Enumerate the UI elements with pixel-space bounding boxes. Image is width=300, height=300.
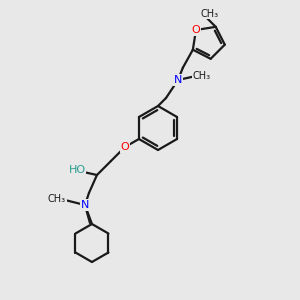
Text: O: O	[121, 142, 129, 152]
Text: HO: HO	[68, 165, 86, 175]
Text: N: N	[174, 75, 182, 85]
Text: CH₃: CH₃	[48, 194, 66, 204]
Text: CH₃: CH₃	[200, 8, 218, 19]
Text: O: O	[192, 25, 200, 35]
Text: N: N	[81, 200, 89, 210]
Text: CH₃: CH₃	[193, 71, 211, 81]
